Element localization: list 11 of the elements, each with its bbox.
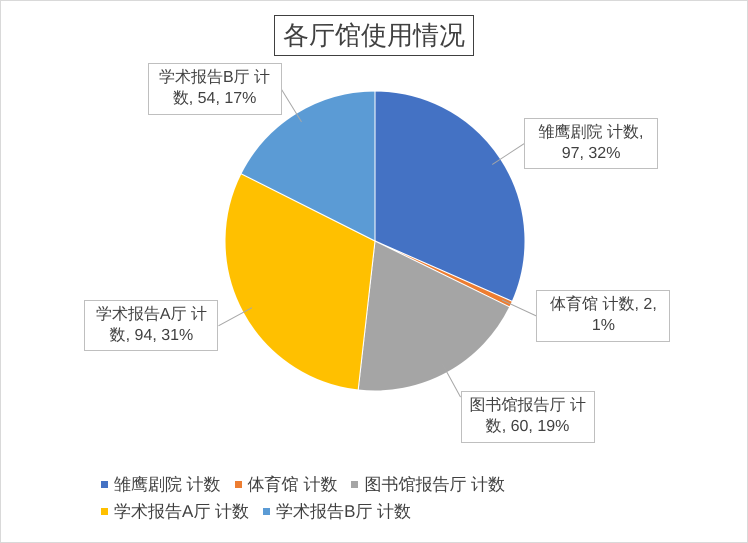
legend-label: 学术报告A厅 计数 bbox=[114, 501, 250, 523]
legend-label: 体育馆 计数 bbox=[248, 474, 338, 496]
data-label: 学术报告B厅 计数, 54, 17% bbox=[148, 63, 282, 116]
legend-label: 学术报告B厅 计数 bbox=[276, 501, 412, 523]
data-label: 学术报告A厅 计数, 94, 31% bbox=[84, 300, 218, 352]
legend-label: 雏鹰剧院 计数 bbox=[114, 474, 221, 496]
chart-title: 各厅馆使用情况 bbox=[274, 15, 474, 56]
data-label: 图书馆报告厅 计数, 60, 19% bbox=[460, 391, 595, 443]
legend-label: 图书馆报告厅 计数 bbox=[364, 474, 506, 496]
data-label: 雏鹰剧院 计数, 97, 32% bbox=[524, 118, 658, 170]
data-label: 体育馆 计数, 2, 1% bbox=[536, 290, 670, 342]
